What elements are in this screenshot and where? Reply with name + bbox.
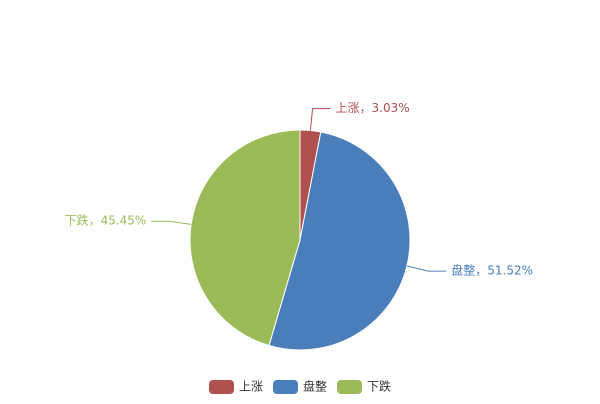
legend-swatch [337,380,363,394]
legend-swatch [208,380,234,394]
legend-swatch [272,380,298,394]
data-label: 下跌，45.45% [65,213,147,228]
data-label: 盘整，51.52% [451,263,533,278]
legend-item: 下跌 [337,379,391,394]
pie-slice [268,131,411,351]
legend-label: 上涨 [239,379,263,394]
legend-label: 下跌 [367,379,391,394]
leader-line [151,220,192,225]
legend-item: 上涨 [208,379,263,394]
legend-label: 盘整 [303,379,327,394]
data-label: 上涨，3.03% [336,100,410,115]
legend-item: 盘整 [272,379,327,394]
pie-slice [189,129,301,347]
leader-line [309,108,331,131]
leader-line [406,265,447,272]
